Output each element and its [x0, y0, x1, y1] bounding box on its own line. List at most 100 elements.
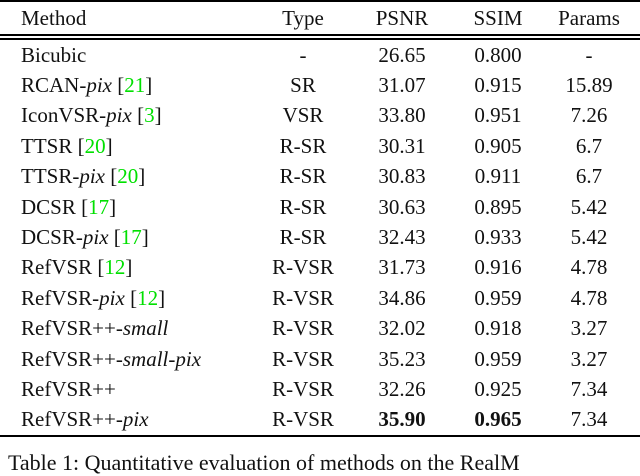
- method-text: RefVSR++: [21, 376, 116, 401]
- cell-params: 5.42: [570, 194, 608, 219]
- method-text: RefVSR [: [21, 255, 105, 280]
- cell-type: R-VSR: [272, 376, 334, 401]
- table-row: RefVSR++ R-VSR 32.26 0.925 7.34: [0, 374, 640, 404]
- cell-type: R-SR: [279, 225, 327, 250]
- cell-method: TTSR-pix [20]: [0, 162, 260, 192]
- cell-method: RefVSR++-small-pix: [0, 344, 260, 374]
- method-text: [: [131, 103, 145, 128]
- cell-psnr: 32.02: [378, 316, 426, 341]
- cell-method: IconVSR-pix [3]: [0, 101, 260, 131]
- method-text: RefVSR++-: [21, 346, 123, 371]
- method-text: TTSR-: [21, 164, 80, 189]
- cell-type: SR: [290, 73, 316, 98]
- citation-link[interactable]: 12: [137, 285, 159, 310]
- table-header: Method Type PSNR SSIM Params: [0, 1, 640, 37]
- table-row: RefVSR++-small-pix R-VSR 35.23 0.959 3.27: [0, 344, 640, 374]
- column-header-ssim: SSIM: [473, 5, 523, 30]
- cell-ssim: 0.800: [474, 42, 522, 67]
- method-text: DCSR-: [21, 225, 83, 250]
- table-row: RefVSR-pix [12] R-VSR 34.86 0.959 4.78: [0, 283, 640, 313]
- cell-method: TTSR [20]: [0, 131, 260, 161]
- cell-method: RefVSR++-pix: [0, 405, 260, 436]
- citation-link[interactable]: 17: [120, 225, 142, 250]
- citation-link[interactable]: 12: [104, 255, 126, 280]
- column-header-type: Type: [282, 5, 324, 30]
- method-text: [: [105, 164, 118, 189]
- cell-method: RCAN-pix [21]: [0, 70, 260, 100]
- cell-type: R-VSR: [272, 285, 334, 310]
- method-variant-label: pix: [122, 407, 149, 432]
- cell-ssim: 0.915: [474, 73, 522, 98]
- method-text: ]: [109, 194, 117, 219]
- method-text: TTSR [: [21, 133, 85, 158]
- cell-psnr: 31.07: [378, 73, 426, 98]
- cell-ssim: 0.925: [474, 376, 522, 401]
- cell-params: 15.89: [565, 73, 613, 98]
- cell-params: 5.42: [570, 225, 608, 250]
- cell-params: -: [585, 42, 593, 67]
- method-variant-label: small: [122, 316, 169, 341]
- cell-psnr: 34.86: [378, 285, 426, 310]
- method-variant-label: pix: [175, 346, 202, 371]
- header-row: Method Type PSNR SSIM Params: [0, 1, 640, 37]
- method-text: ]: [125, 255, 133, 280]
- table-caption: Table 1: Quantitative evaluation of meth…: [8, 450, 520, 476]
- cell-params: 6.7: [575, 133, 603, 158]
- cell-psnr: 30.83: [378, 164, 426, 189]
- cell-psnr: 26.65: [378, 42, 426, 67]
- cell-psnr: 31.73: [378, 255, 426, 280]
- results-table: Method Type PSNR SSIM Params Bicubic - 26.…: [0, 0, 640, 438]
- method-text: RefVSR++-: [21, 407, 123, 432]
- cell-psnr: 30.63: [378, 194, 426, 219]
- cell-psnr: 33.80: [378, 103, 426, 128]
- table-row: TTSR-pix [20] R-SR 30.83 0.911 6.7: [0, 162, 640, 192]
- method-variant-label: pix: [86, 73, 112, 98]
- cell-type: R-VSR: [272, 407, 334, 432]
- method-variant-label: small: [122, 346, 169, 371]
- table-row: RefVSR [12] R-VSR 31.73 0.916 4.78: [0, 253, 640, 283]
- method-text: [: [112, 73, 125, 98]
- citation-link[interactable]: 20: [84, 133, 106, 158]
- table-row: TTSR [20] R-SR 30.31 0.905 6.7: [0, 131, 640, 161]
- cell-type: R-SR: [279, 133, 327, 158]
- method-text: ]: [154, 103, 162, 128]
- cell-ssim: 0.895: [474, 194, 522, 219]
- cell-method: Bicubic: [0, 37, 260, 70]
- citation-link[interactable]: 20: [117, 164, 139, 189]
- cell-type: R-VSR: [272, 346, 334, 371]
- citation-link[interactable]: 21: [124, 73, 146, 98]
- method-text: RefVSR++-: [21, 316, 123, 341]
- cell-ssim: 0.916: [474, 255, 522, 280]
- cell-params: 7.34: [570, 376, 608, 401]
- cell-psnr: 35.90: [378, 407, 426, 432]
- method-variant-label: pix: [82, 225, 109, 250]
- citation-link[interactable]: 3: [144, 103, 155, 128]
- cell-params: 3.27: [570, 316, 608, 341]
- cell-ssim: 0.959: [474, 285, 522, 310]
- method-text: [: [108, 225, 121, 250]
- method-text: Bicubic: [21, 42, 87, 67]
- cell-method: RefVSR++: [0, 374, 260, 404]
- cell-ssim: 0.918: [474, 316, 522, 341]
- cell-type: -: [299, 42, 307, 67]
- cell-type: R-VSR: [272, 316, 334, 341]
- cell-type: R-SR: [279, 194, 327, 219]
- table-row: RCAN-pix [21] SR 31.07 0.915 15.89: [0, 70, 640, 100]
- cell-method: RefVSR [12]: [0, 253, 260, 283]
- citation-link[interactable]: 17: [88, 194, 110, 219]
- cell-psnr: 32.43: [378, 225, 426, 250]
- cell-ssim: 0.911: [474, 164, 522, 189]
- cell-ssim: 0.905: [474, 133, 522, 158]
- cell-type: VSR: [282, 103, 324, 128]
- table-row: IconVSR-pix [3] VSR 33.80 0.951 7.26: [0, 101, 640, 131]
- cell-psnr: 32.26: [378, 376, 426, 401]
- column-header-psnr: PSNR: [375, 5, 429, 30]
- method-text: [: [124, 285, 138, 310]
- method-text: RefVSR-: [21, 285, 100, 310]
- cell-ssim: 0.933: [474, 225, 522, 250]
- method-text: ]: [138, 164, 146, 189]
- cell-ssim: 0.959: [474, 346, 522, 371]
- cell-params: 3.27: [570, 346, 608, 371]
- cell-ssim: 0.951: [474, 103, 522, 128]
- method-text: ]: [105, 133, 113, 158]
